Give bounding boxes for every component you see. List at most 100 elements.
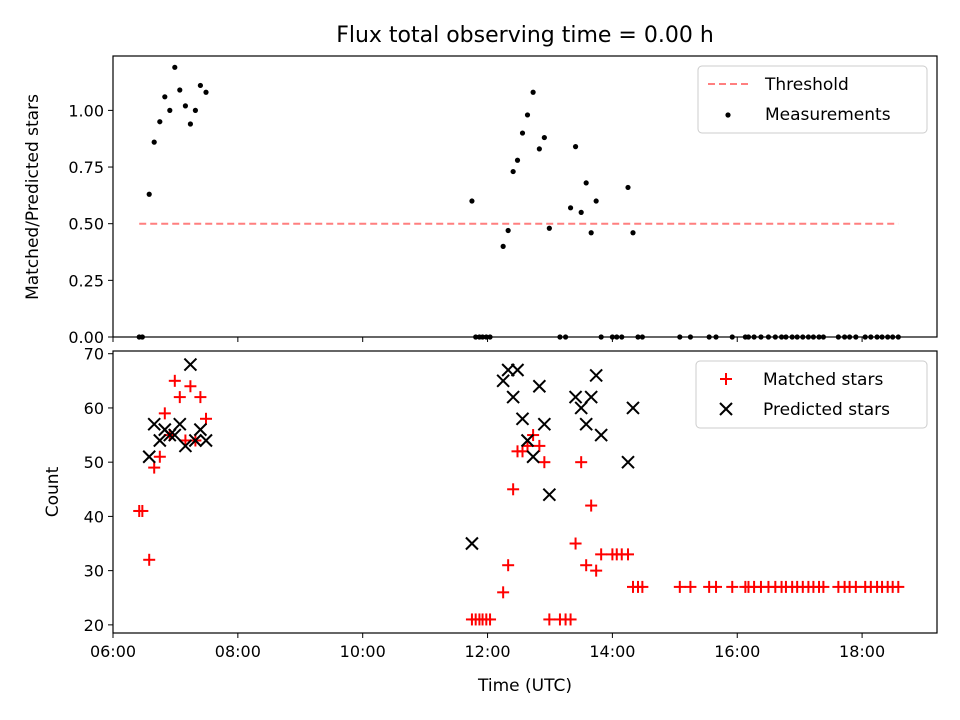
top-y-tick-label: 1.00 xyxy=(68,101,104,120)
measurement-point xyxy=(197,82,203,89)
measurement-point xyxy=(583,180,589,186)
x-tick-label: 08:00 xyxy=(215,642,261,661)
measurement-point xyxy=(578,209,584,215)
top-y-tick-label: 0.25 xyxy=(68,271,104,290)
x-tick-label: 14:00 xyxy=(589,642,635,661)
measurement-point xyxy=(530,89,536,95)
matched-stars-point xyxy=(148,461,161,474)
legend-measurements-swatch xyxy=(725,112,731,118)
predicted-stars-point xyxy=(594,428,608,442)
matched-stars-point xyxy=(521,439,534,452)
x-tick-label: 18:00 xyxy=(839,642,885,661)
predicted-stars-point xyxy=(496,374,510,388)
legend-matched-label: Matched stars xyxy=(763,370,883,390)
measurement-point xyxy=(203,89,209,95)
top-y-tick-label: 0.75 xyxy=(68,158,104,177)
matched-stars-point xyxy=(817,580,830,593)
bottom-y-axis: 20 30 40 50 60 70 xyxy=(84,345,113,635)
measurement-point xyxy=(588,230,594,236)
top-legend-box xyxy=(697,65,928,134)
predicted-stars-point xyxy=(193,422,208,437)
matched-stars-point xyxy=(684,580,697,593)
matched-stars-point xyxy=(184,380,197,393)
matched-stars-point xyxy=(136,504,149,517)
predicted-stars-point xyxy=(574,401,588,415)
measurement-point xyxy=(519,130,526,136)
measurement-point xyxy=(182,103,189,109)
bottom-y-tick-label: 50 xyxy=(84,453,104,472)
measurement-point xyxy=(167,107,173,113)
predicted-stars-point xyxy=(188,433,203,448)
matched-stars-point xyxy=(726,580,739,593)
top-axes-frame xyxy=(112,55,938,338)
bottom-x-axis: 06:00 08:00 10:00 12:00 14:00 16:00 18:00 xyxy=(90,633,885,661)
predicted-stars-point xyxy=(510,363,525,377)
measurement-point xyxy=(567,205,574,211)
bottom-legend-box xyxy=(695,360,928,429)
x-tick-label: 10:00 xyxy=(340,642,386,661)
predicted-stars-point xyxy=(520,433,535,448)
measurement-point xyxy=(541,134,547,141)
top-y-axis-label: Matched/Predicted stars xyxy=(23,94,43,300)
predicted-stars-point xyxy=(584,390,598,404)
predicted-stars-point xyxy=(626,401,640,415)
matched-stars-point xyxy=(636,580,649,593)
legend-threshold-label: Threshold xyxy=(764,75,849,95)
measurement-point xyxy=(524,112,531,118)
matched-stars-point xyxy=(622,548,634,561)
measurement-point xyxy=(162,94,168,100)
measurement-point xyxy=(625,184,631,191)
measurement-point xyxy=(469,198,475,204)
matched-stars-point xyxy=(502,559,515,572)
measurement-point xyxy=(536,146,542,152)
bottom-y-tick-label: 70 xyxy=(84,345,104,364)
predicted-stars-point xyxy=(147,417,161,431)
predicted-stars-point xyxy=(178,439,193,453)
predicted-stars-point xyxy=(153,433,167,448)
matched-stars-point xyxy=(585,499,598,512)
top-y-tick-label: 0.50 xyxy=(68,215,104,234)
predicted-stars-point xyxy=(515,412,530,426)
matched-stars-point xyxy=(538,456,551,469)
measurement-point xyxy=(546,225,552,231)
measurement-point xyxy=(172,64,178,70)
predicted-stars-point xyxy=(163,428,177,442)
top-x-tick-marks xyxy=(112,337,863,342)
predicted-stars-point xyxy=(142,450,156,464)
predicted-stars-point xyxy=(542,488,557,502)
x-tick-label: 06:00 xyxy=(90,642,136,661)
matched-stars-point xyxy=(673,580,686,593)
matched-stars-point xyxy=(507,483,520,496)
legend-predicted-swatch xyxy=(719,402,733,416)
bottom-legend: Matched stars Predicted stars xyxy=(695,360,928,429)
measurement-point xyxy=(146,191,152,197)
measurement-point xyxy=(593,198,599,204)
matched-stars-point xyxy=(143,553,156,566)
measurement-point xyxy=(572,144,579,150)
matched-stars-point xyxy=(533,439,546,452)
predicted-stars-point xyxy=(183,357,198,372)
predicted-stars-point xyxy=(199,433,213,448)
matched-stars-point xyxy=(569,537,582,550)
measurement-point xyxy=(151,139,157,145)
measurement-point xyxy=(500,243,506,249)
matched-stars-point xyxy=(564,613,577,626)
legend-measurements-label: Measurements xyxy=(765,105,891,125)
matched-stars-point xyxy=(497,586,510,599)
top-y-tick-label: 0.00 xyxy=(68,328,104,347)
bottom-y-axis-label: Count xyxy=(43,466,63,517)
predicted-stars-point xyxy=(526,450,540,464)
bottom-plot-marks xyxy=(133,357,905,626)
predicted-stars-point xyxy=(537,417,552,431)
matched-stars-point xyxy=(194,391,207,404)
predicted-stars-point xyxy=(621,455,635,469)
measurement-point xyxy=(192,107,198,113)
predicted-stars-point xyxy=(168,428,182,442)
matched-stars-point xyxy=(200,412,213,425)
matched-stars-point xyxy=(710,580,723,593)
matched-stars-point xyxy=(173,391,186,404)
matched-stars-point xyxy=(892,580,905,593)
legend-predicted-label: Predicted stars xyxy=(763,400,890,420)
matched-stars-point xyxy=(543,613,556,626)
